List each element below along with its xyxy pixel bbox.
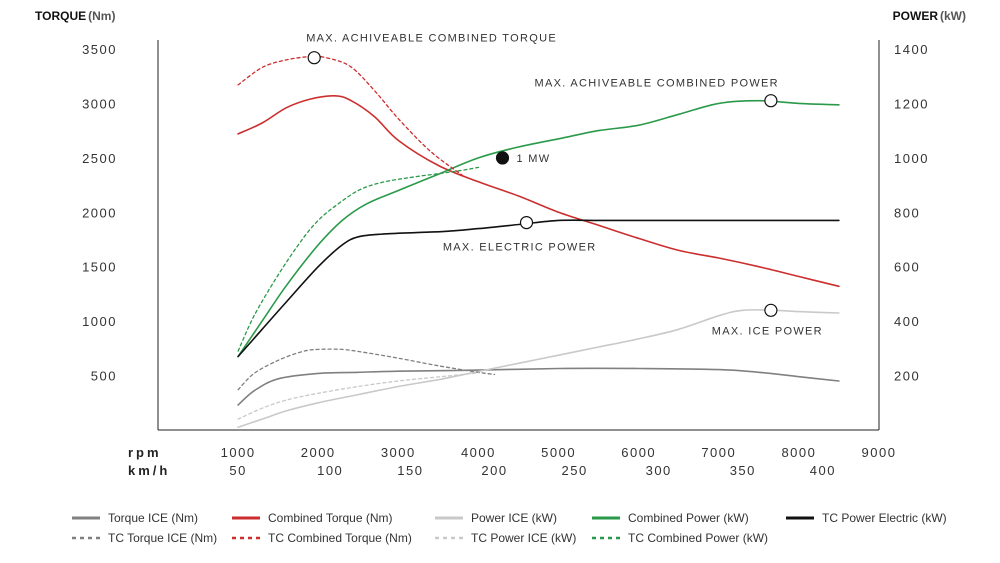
- legend-item-tc-power-ice-kw: TC Power ICE (kW): [435, 531, 576, 545]
- right-axis-title-unit: (kW): [940, 9, 966, 23]
- series-line-power-ice-kw: [237, 309, 840, 429]
- x-tick-label: 9000: [862, 445, 897, 460]
- y-left-tick-label: 3000: [82, 96, 117, 111]
- series-line-combined-torque-nm: [237, 94, 840, 288]
- annotation-marker-max-achiveable-combined-torque: [307, 51, 321, 65]
- series-line-tc-power-electric-kw: [237, 219, 840, 358]
- y-right-tick-label: 1400: [894, 42, 929, 57]
- x-tick-label: 8000: [781, 445, 816, 460]
- x2-tick-label: 350: [730, 463, 756, 478]
- annotation-label-1-mw: 1 MW: [517, 153, 551, 165]
- right-ticks: 200 400 600 800 1000 1200 1400: [894, 42, 929, 384]
- series-line-tc-torque-ice-nm: [237, 348, 496, 391]
- y-right-tick-label: 1200: [894, 96, 929, 111]
- legend-label: TC Combined Torque (Nm): [268, 531, 412, 545]
- x-tick-label: 6000: [621, 445, 656, 460]
- annotations-group: MAX. ACHIVEABLE COMBINED TORQUE MAX. ACHI…: [306, 33, 823, 338]
- y-right-tick-label: 800: [894, 205, 920, 220]
- x2-ticks: 50 100 150 200 250 300 350 400: [229, 463, 836, 478]
- x-tick-label: 7000: [701, 445, 736, 460]
- annotation-marker-max-achiveable-combined-power: [764, 94, 778, 108]
- x2-tick-label: 250: [561, 463, 587, 478]
- axes: [157, 40, 880, 431]
- legend: Torque ICE (Nm) Combined Torque (Nm) Power…: [72, 511, 947, 545]
- y-right-tick-label: 1000: [894, 151, 929, 166]
- x2-tick-label: 200: [481, 463, 507, 478]
- x2-tick-label: 100: [317, 463, 343, 478]
- y-left-tick-label: 500: [91, 369, 117, 384]
- left-axis-title-main: TORQUE: [35, 9, 86, 23]
- legend-label: TC Power Electric (kW): [822, 511, 947, 525]
- annotation-label-max-achiveable-combined-torque: MAX. ACHIVEABLE COMBINED TORQUE: [306, 33, 557, 45]
- y-right-tick-label: 600: [894, 260, 920, 275]
- y-left-tick-label: 1000: [82, 314, 117, 329]
- series-line-combined-power-kw: [237, 99, 840, 358]
- annotation-label-max-achiveable-combined-power: MAX. ACHIVEABLE COMBINED POWER: [535, 78, 779, 90]
- x2-tick-label: 300: [646, 463, 672, 478]
- legend-item-tc-combined-power-kw: TC Combined Power (kW): [592, 531, 768, 545]
- y-left-tick-label: 2500: [82, 151, 117, 166]
- y-left-tick-label: 2000: [82, 205, 117, 220]
- legend-item-combined-power-kw: Combined Power (kW): [592, 511, 749, 525]
- y-right-tick-label: 400: [894, 314, 920, 329]
- legend-item-combined-torque-nm: Combined Torque (Nm): [232, 511, 393, 525]
- markers-group: [307, 51, 778, 317]
- x-tick-label: 3000: [381, 445, 416, 460]
- left-axis-title: TORQUE (Nm): [35, 9, 115, 23]
- annotation-marker-max-ice-power: [764, 303, 778, 317]
- legend-item-torque-ice-nm: Torque ICE (Nm): [72, 511, 198, 525]
- legend-item-tc-torque-ice-nm: TC Torque ICE (Nm): [72, 531, 217, 545]
- annotation-marker-max-electric-power: [519, 216, 534, 230]
- legend-item-tc-combined-torque-nm: TC Combined Torque (Nm): [232, 531, 412, 545]
- series-line-torque-ice-nm: [237, 367, 840, 406]
- rpm-row-label: rpm: [128, 445, 162, 460]
- y-right-tick-label: 200: [894, 369, 920, 384]
- series-line-tc-combined-power-kw: [237, 166, 480, 352]
- x2-tick-label: 150: [397, 463, 423, 478]
- legend-label: Torque ICE (Nm): [108, 511, 198, 525]
- left-axis-title-unit: (Nm): [88, 9, 115, 23]
- x2-tick-label: 400: [810, 463, 836, 478]
- annotation-label-max-ice-power: MAX. ICE POWER: [712, 325, 823, 337]
- kmh-row-label: km/h: [128, 463, 170, 478]
- right-axis-title-main: POWER: [893, 9, 939, 23]
- y-left-tick-label: 3500: [82, 42, 117, 57]
- legend-label: Power ICE (kW): [471, 511, 557, 525]
- legend-item-tc-power-electric-kw: TC Power Electric (kW): [786, 511, 947, 525]
- x-tick-label: 5000: [541, 445, 576, 460]
- series-line-tc-combined-torque-nm: [237, 55, 464, 176]
- legend-item-power-ice-kw: Power ICE (kW): [435, 511, 557, 525]
- series-line-tc-power-ice-kw: [237, 372, 480, 420]
- legend-label: TC Power ICE (kW): [471, 531, 576, 545]
- left-ticks: 500 1000 1500 2000 2500 3000 3500: [82, 42, 117, 384]
- legend-label: Combined Power (kW): [628, 511, 749, 525]
- legend-label: Combined Torque (Nm): [268, 511, 393, 525]
- x2-tick-label: 50: [229, 463, 246, 478]
- x-tick-label: 1000: [221, 445, 256, 460]
- x-ticks: 1000 2000 3000 4000 5000 6000 7000 8000 9000: [221, 445, 897, 460]
- legend-label: TC Combined Power (kW): [628, 531, 768, 545]
- x-tick-label: 2000: [301, 445, 336, 460]
- legend-label: TC Torque ICE (Nm): [108, 531, 217, 545]
- series-group: [237, 55, 840, 429]
- annotation-label-max-electric-power: MAX. ELECTRIC POWER: [443, 242, 597, 254]
- annotation-marker-1-mw: [495, 151, 510, 165]
- right-axis-title: POWER (kW): [893, 9, 966, 23]
- x-tick-label: 4000: [461, 445, 496, 460]
- y-left-tick-label: 1500: [82, 260, 117, 275]
